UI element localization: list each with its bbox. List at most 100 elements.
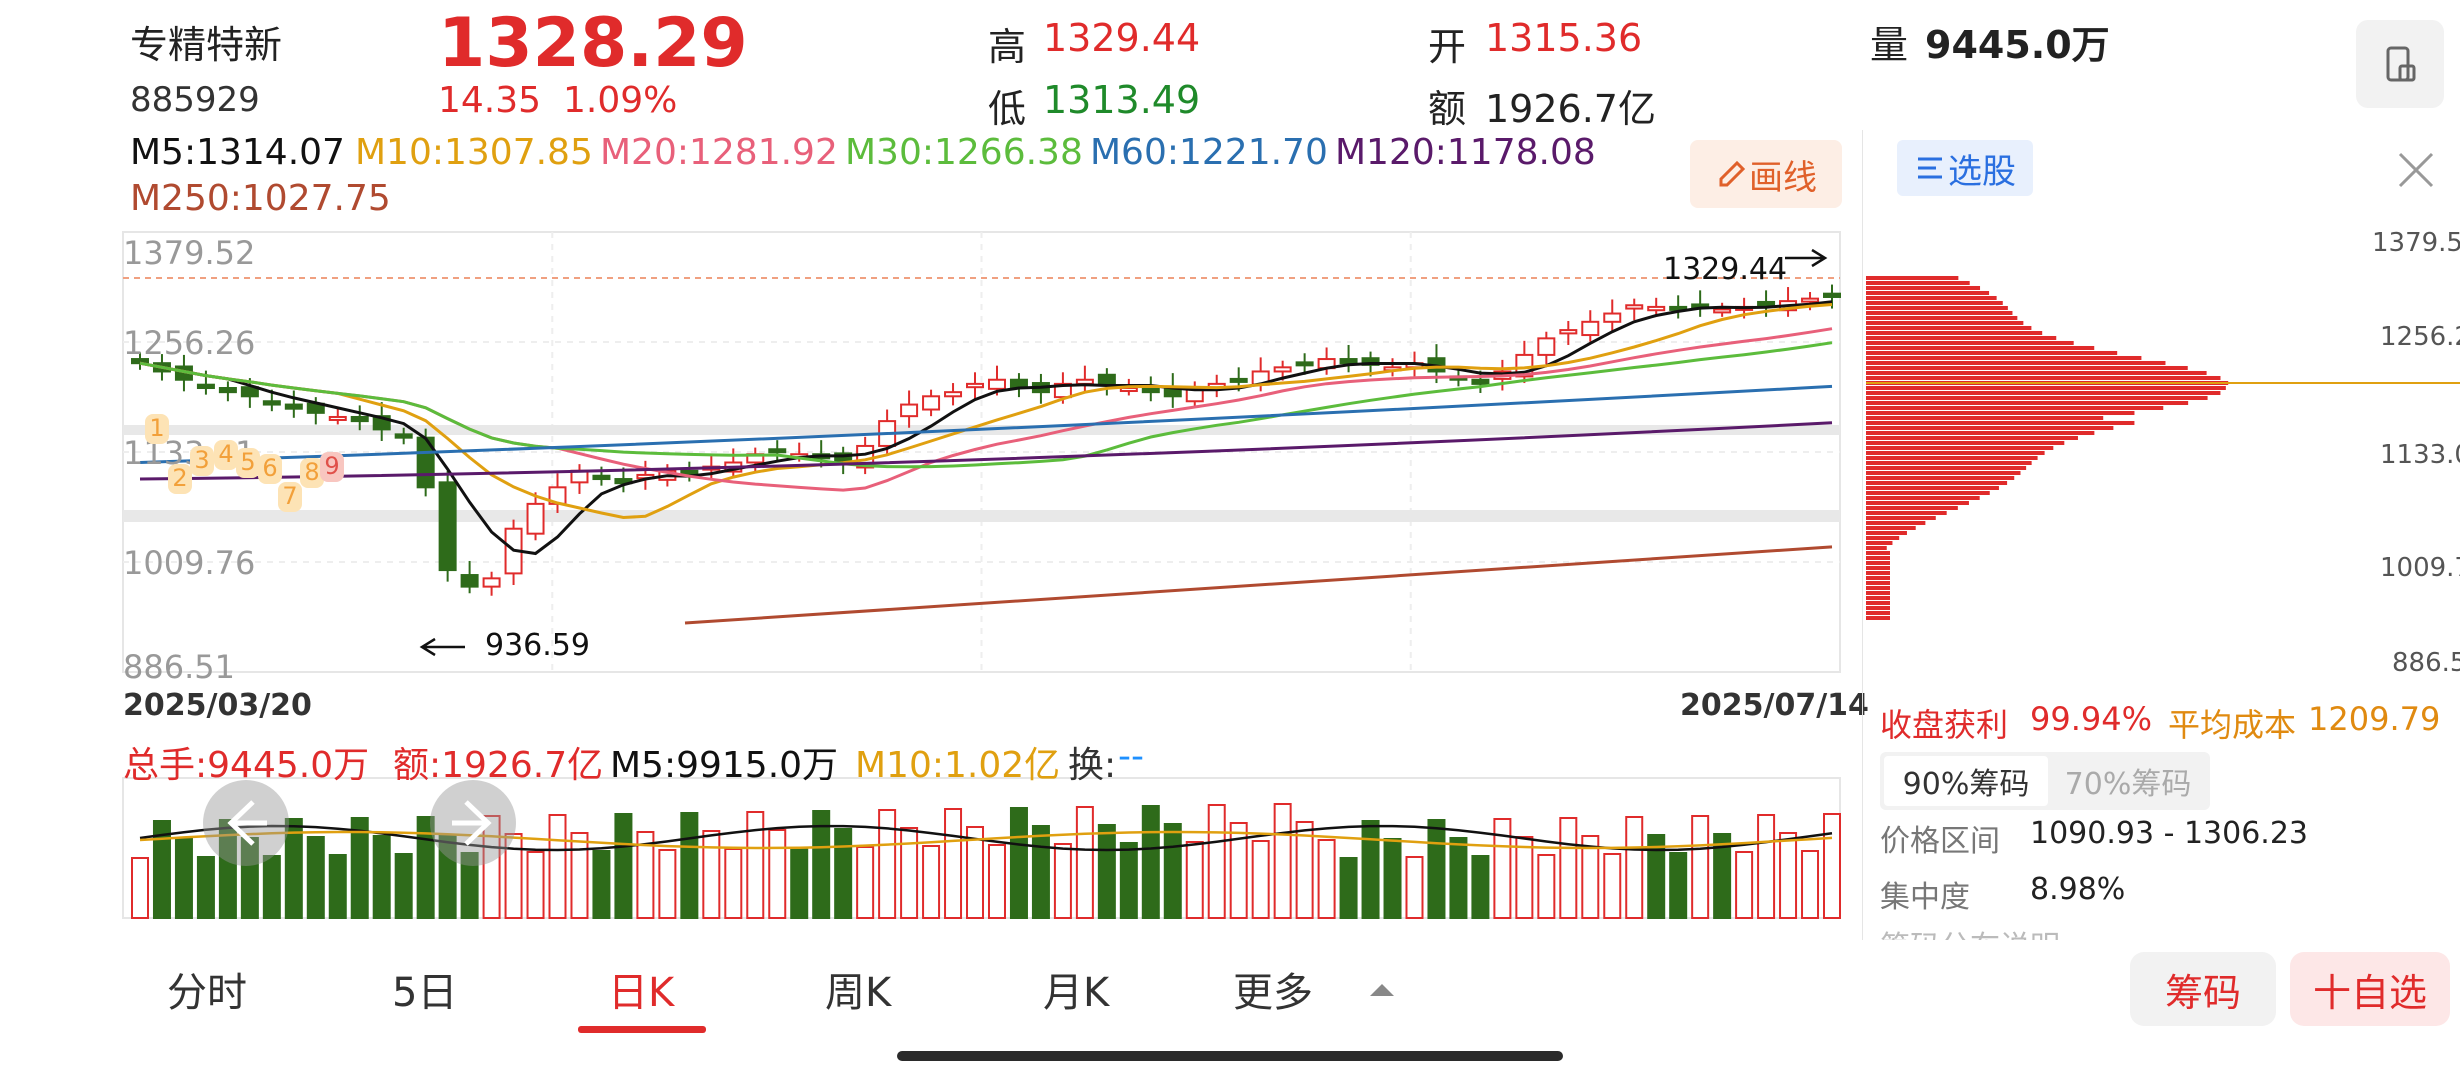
candle-body xyxy=(1097,373,1116,385)
chip-bar xyxy=(1866,436,2078,440)
chip-bar xyxy=(1866,541,1893,545)
chips-button[interactable]: 筹码 xyxy=(2130,952,2276,1026)
tab-90-chips[interactable]: 90%筹码 xyxy=(1884,756,2048,806)
kline-chart[interactable] xyxy=(0,0,1850,960)
kline-annotations xyxy=(419,248,1828,657)
pencil-icon xyxy=(1719,160,1746,187)
candle-body xyxy=(1141,387,1160,394)
candle-body xyxy=(592,474,611,481)
chip-bar xyxy=(1866,471,2021,475)
candle-body xyxy=(438,481,457,572)
volume-bar xyxy=(1031,825,1050,919)
tab-weekly-k[interactable]: 周K xyxy=(825,970,892,1016)
chip-bar xyxy=(1866,356,2142,360)
volume-bar xyxy=(1449,837,1468,919)
concentration-label: 集中度 xyxy=(1880,880,1970,915)
chip-bar xyxy=(1866,531,1907,535)
kline-grid xyxy=(122,231,1841,673)
chip-bar xyxy=(1866,331,2043,335)
ma250-label: M250:1027.75 xyxy=(130,178,391,219)
tab-70-chips[interactable]: 70%筹码 xyxy=(2064,767,2192,802)
chip-bar xyxy=(1866,361,2166,365)
scroll-left-button[interactable] xyxy=(203,780,289,866)
chip-bar xyxy=(1866,276,1959,280)
kline-ytick-2: 1256.26 xyxy=(123,324,256,362)
chip-bar xyxy=(1866,491,1990,495)
volume-bar xyxy=(1493,818,1512,919)
volume-bar xyxy=(1339,857,1358,919)
chip-bar xyxy=(1866,386,2226,390)
caret-up-icon[interactable] xyxy=(1368,980,1396,998)
chip-bar xyxy=(1866,426,2114,430)
range-value: 1090.93 - 1306.23 xyxy=(2030,816,2309,851)
candle-body xyxy=(1625,304,1644,310)
volume-bar xyxy=(724,848,743,919)
stock-picker-button[interactable]: 选股 xyxy=(1897,140,2033,196)
home-indicator xyxy=(897,1051,1563,1061)
volume-bar xyxy=(460,852,479,919)
chip-bar xyxy=(1866,466,2027,470)
chip-bar xyxy=(1866,281,1970,285)
tab-5day[interactable]: 5日 xyxy=(392,970,458,1016)
scroll-right-button[interactable] xyxy=(430,780,516,866)
chip-ytick-2: 1256.26 xyxy=(2380,322,2460,352)
volume-bar xyxy=(636,831,655,919)
volume-bar xyxy=(768,829,787,919)
chip-distribution-chart xyxy=(1863,220,2460,680)
volume-bar xyxy=(1229,822,1248,919)
candle-body xyxy=(482,577,501,588)
chip-bar xyxy=(1866,316,2018,320)
landscape-toggle-button[interactable] xyxy=(2356,20,2444,108)
draw-line-button[interactable]: 画线 xyxy=(1690,140,1842,208)
candle-body xyxy=(350,415,369,423)
chip-bar xyxy=(1866,481,2008,485)
volume-bar xyxy=(1581,835,1600,919)
tab-intraday[interactable]: 分时 xyxy=(167,970,247,1016)
ma10-label: M10:1307.85 xyxy=(355,132,593,173)
chip-bar xyxy=(1866,346,2095,350)
volume-bar xyxy=(1361,820,1380,919)
vol-total: 总手:9445.0万 xyxy=(123,745,370,786)
chip-bar xyxy=(1866,306,2008,310)
volume-bar xyxy=(1427,819,1446,919)
volume-bar xyxy=(680,812,699,919)
candle-body xyxy=(987,378,1006,390)
tab-monthly-k[interactable]: 月K xyxy=(1043,970,1110,1016)
chip-bar xyxy=(1866,411,2135,415)
volume-bar xyxy=(570,832,589,919)
open-value: 1315.36 xyxy=(1485,16,1643,60)
chip-bar xyxy=(1866,561,1890,565)
volume-bar xyxy=(702,830,721,919)
volume-bar xyxy=(1669,852,1688,919)
chip-explain-link[interactable]: 筹码分布说明 xyxy=(1880,922,2160,940)
price-change: 14.35 xyxy=(438,80,542,121)
chip-bar xyxy=(1866,526,1916,530)
volume-bar xyxy=(614,813,633,919)
chip-bar xyxy=(1866,451,2045,455)
candle-body xyxy=(240,386,259,398)
volume-bar xyxy=(1691,815,1710,919)
volume-bar xyxy=(328,854,347,919)
candle-body xyxy=(196,383,215,390)
volume-bar xyxy=(1757,814,1776,919)
chip-bar xyxy=(1866,351,2118,355)
vol-ma5: M5:9915.0万 xyxy=(610,745,839,786)
add-watchlist-button[interactable]: 十自选 xyxy=(2290,952,2450,1026)
candle-body xyxy=(1713,308,1732,314)
chip-bar xyxy=(1866,406,2164,410)
max-price-label: 1329.44 xyxy=(1663,252,1788,287)
kline-ytick-1: 1379.52 xyxy=(123,234,256,272)
close-panel-button[interactable] xyxy=(2392,146,2440,194)
chip-bar xyxy=(1866,476,2015,480)
volume-bar xyxy=(152,820,171,919)
candle-body xyxy=(1471,378,1490,385)
chip-bar xyxy=(1866,296,1997,300)
candle-body xyxy=(131,358,149,365)
volume-bar xyxy=(1295,821,1314,919)
chip-bar xyxy=(1866,456,2038,460)
volume-bar xyxy=(1515,836,1534,919)
date-end: 2025/07/14 xyxy=(1680,688,1869,723)
tab-more[interactable]: 更多 xyxy=(1233,970,1313,1016)
amount-label: 额 xyxy=(1428,87,1467,131)
tab-daily-k[interactable]: 日K xyxy=(608,970,675,1016)
